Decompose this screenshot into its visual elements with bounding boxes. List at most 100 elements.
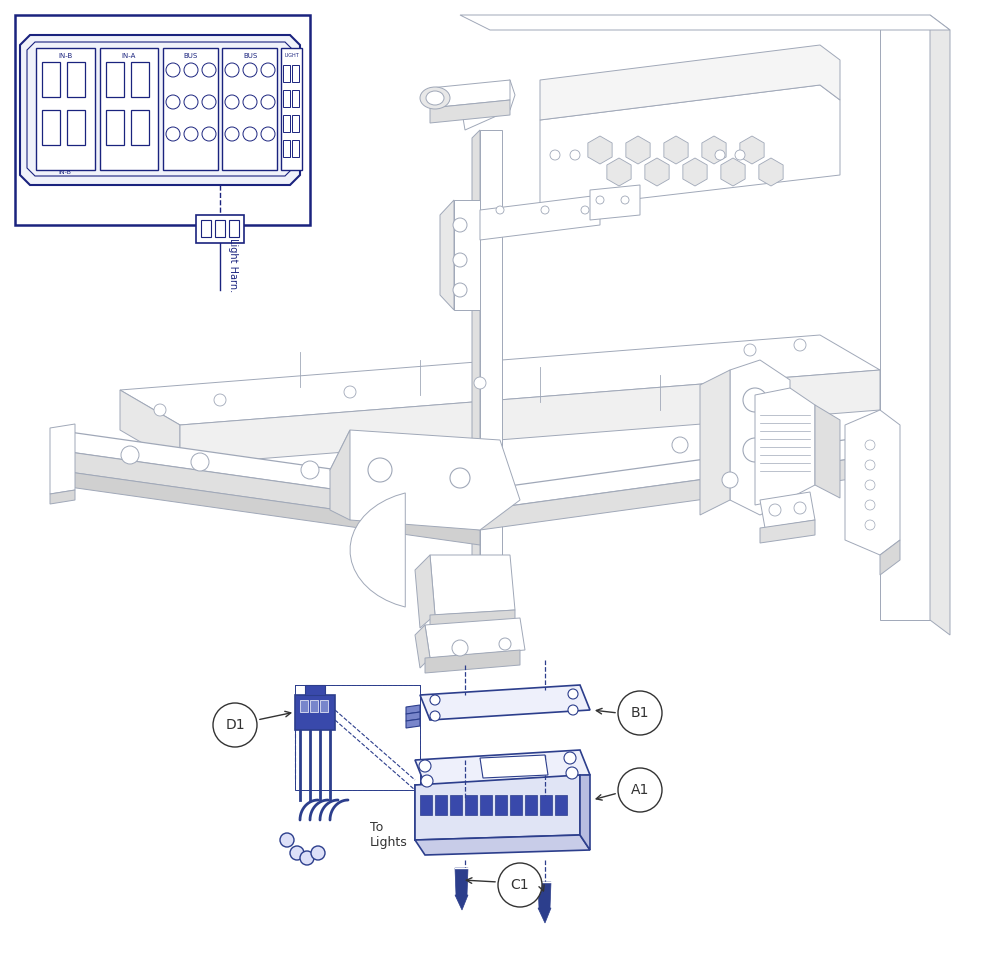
Polygon shape: [281, 48, 302, 170]
Polygon shape: [430, 80, 510, 108]
Polygon shape: [330, 430, 520, 530]
Polygon shape: [480, 130, 502, 600]
Circle shape: [769, 504, 781, 516]
Bar: [283, 65, 290, 82]
Polygon shape: [845, 410, 900, 555]
Polygon shape: [406, 705, 420, 714]
Bar: [292, 65, 299, 82]
Text: To
Lights: To Lights: [370, 821, 408, 849]
Polygon shape: [420, 685, 590, 720]
Circle shape: [715, 150, 725, 160]
Polygon shape: [460, 15, 950, 30]
Circle shape: [618, 691, 662, 735]
Polygon shape: [163, 48, 218, 170]
Circle shape: [581, 206, 589, 214]
Polygon shape: [880, 540, 900, 575]
Circle shape: [430, 695, 440, 705]
Polygon shape: [538, 882, 551, 908]
Polygon shape: [350, 493, 405, 607]
Circle shape: [794, 502, 806, 514]
Circle shape: [550, 150, 560, 160]
Bar: [15, 15, 310, 225]
Circle shape: [430, 711, 440, 721]
Bar: [292, 90, 299, 107]
Bar: [292, 140, 299, 157]
Circle shape: [243, 95, 257, 109]
Text: A1: A1: [631, 783, 649, 797]
Polygon shape: [480, 455, 880, 530]
Circle shape: [261, 63, 275, 77]
Circle shape: [474, 377, 486, 389]
Circle shape: [541, 206, 549, 214]
Polygon shape: [180, 370, 880, 465]
Circle shape: [596, 196, 604, 204]
Polygon shape: [700, 370, 730, 515]
Circle shape: [865, 460, 875, 470]
Text: LIGHT: LIGHT: [285, 53, 299, 58]
Polygon shape: [55, 470, 480, 545]
Polygon shape: [415, 835, 590, 855]
Text: IN-B: IN-B: [59, 170, 71, 175]
Polygon shape: [730, 360, 790, 515]
Circle shape: [121, 446, 139, 464]
Text: BUS: BUS: [243, 53, 257, 59]
Circle shape: [184, 63, 198, 77]
Polygon shape: [472, 130, 480, 600]
Polygon shape: [540, 45, 840, 120]
Circle shape: [243, 127, 257, 141]
Polygon shape: [415, 785, 425, 840]
Bar: [450, 795, 462, 815]
Circle shape: [166, 95, 180, 109]
Bar: [525, 795, 537, 815]
Text: IN-B: IN-B: [58, 53, 72, 59]
Bar: [229, 220, 239, 237]
Polygon shape: [454, 200, 480, 310]
Polygon shape: [430, 555, 515, 615]
Circle shape: [794, 339, 806, 351]
Bar: [540, 795, 552, 815]
Circle shape: [280, 833, 294, 847]
Circle shape: [744, 344, 756, 356]
Polygon shape: [415, 750, 590, 785]
Text: IN-A: IN-A: [122, 53, 136, 59]
Circle shape: [419, 760, 431, 772]
Polygon shape: [415, 775, 580, 840]
Polygon shape: [50, 490, 75, 504]
Ellipse shape: [426, 91, 444, 105]
Circle shape: [453, 283, 467, 297]
Bar: [310, 700, 318, 712]
Circle shape: [191, 453, 209, 471]
Polygon shape: [430, 100, 510, 123]
Circle shape: [261, 95, 275, 109]
Circle shape: [202, 127, 216, 141]
Polygon shape: [120, 390, 180, 465]
Circle shape: [564, 752, 576, 764]
Polygon shape: [455, 868, 468, 895]
Polygon shape: [760, 520, 815, 543]
Circle shape: [618, 768, 662, 812]
Bar: [465, 795, 477, 815]
Text: B1: B1: [631, 706, 649, 720]
Bar: [283, 140, 290, 157]
Circle shape: [202, 63, 216, 77]
Circle shape: [166, 63, 180, 77]
Circle shape: [722, 472, 738, 488]
Polygon shape: [930, 15, 950, 635]
Polygon shape: [480, 195, 600, 240]
Circle shape: [225, 127, 239, 141]
Polygon shape: [55, 430, 480, 510]
Circle shape: [225, 95, 239, 109]
Circle shape: [184, 127, 198, 141]
Bar: [283, 115, 290, 132]
Bar: [283, 90, 290, 107]
Bar: [42, 110, 60, 145]
Polygon shape: [425, 650, 520, 673]
Bar: [300, 700, 308, 712]
Bar: [106, 62, 124, 97]
Bar: [292, 115, 299, 132]
Polygon shape: [480, 755, 548, 778]
Circle shape: [450, 468, 470, 488]
Circle shape: [368, 458, 392, 482]
Polygon shape: [36, 48, 95, 170]
Circle shape: [568, 705, 578, 715]
